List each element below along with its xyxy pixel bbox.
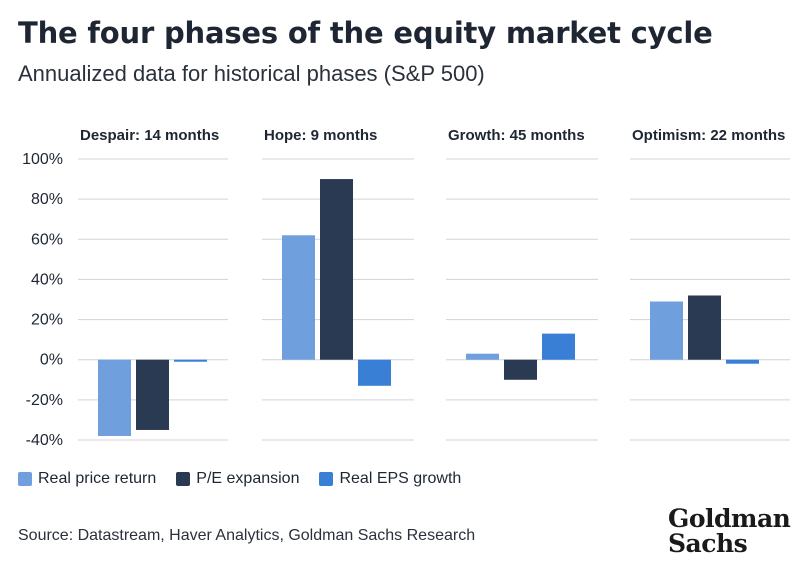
bar [136,359,169,430]
legend-swatch [176,472,191,486]
bar [542,333,575,360]
bar [466,353,499,360]
category-label: Optimism: 22 months [632,127,785,144]
goldman-sachs-logo: Goldman Sachs [668,506,792,556]
logo-line-2: Sachs [668,529,748,558]
bar [688,295,721,360]
bar [174,359,207,362]
bar [320,179,353,360]
bar [504,359,537,380]
legend-item-real-price-return: Real price return [18,470,156,488]
bar [650,301,683,360]
legend-swatch [319,472,334,486]
y-tick-label: -40% [26,432,63,449]
legend-swatch [18,472,32,486]
category-label: Hope: 9 months [264,127,377,144]
bar-chart: 100% 80% 60% 40% 20% 0% -20% -40% Despair: 14 mo… [22,127,790,449]
chart-title: The four phases of the equity market cyc… [18,16,713,50]
y-tick-label: 60% [31,231,63,248]
bar [726,359,759,364]
legend-item-real-eps-growth: Real EPS growth [319,470,461,488]
y-tick-label: 20% [31,312,63,329]
category-label: Growth: 45 months [448,127,585,144]
bar [98,359,131,436]
source-note: Source: Datastream, Haver Analytics, Gol… [18,527,476,544]
legend-item-pe-expansion: P/E expansion [176,470,299,488]
legend-label: Real price return [38,470,157,487]
legend-label: Real EPS growth [339,470,462,487]
y-tick-label: 100% [22,151,63,168]
legend-label: P/E expansion [196,470,300,487]
y-tick-label: -20% [26,392,63,409]
chart-subtitle: Annualized data for historical phases (S… [18,61,485,86]
chart-legend: Real price return P/E expansion Real EPS… [18,468,481,490]
category-label: Despair: 14 months [80,127,219,144]
y-tick-label: 80% [31,191,63,208]
bar [358,359,391,386]
y-tick-label: 0% [40,352,63,369]
logo-line-1: Goldman [668,504,791,533]
bar [282,235,315,360]
y-tick-label: 40% [31,271,63,288]
